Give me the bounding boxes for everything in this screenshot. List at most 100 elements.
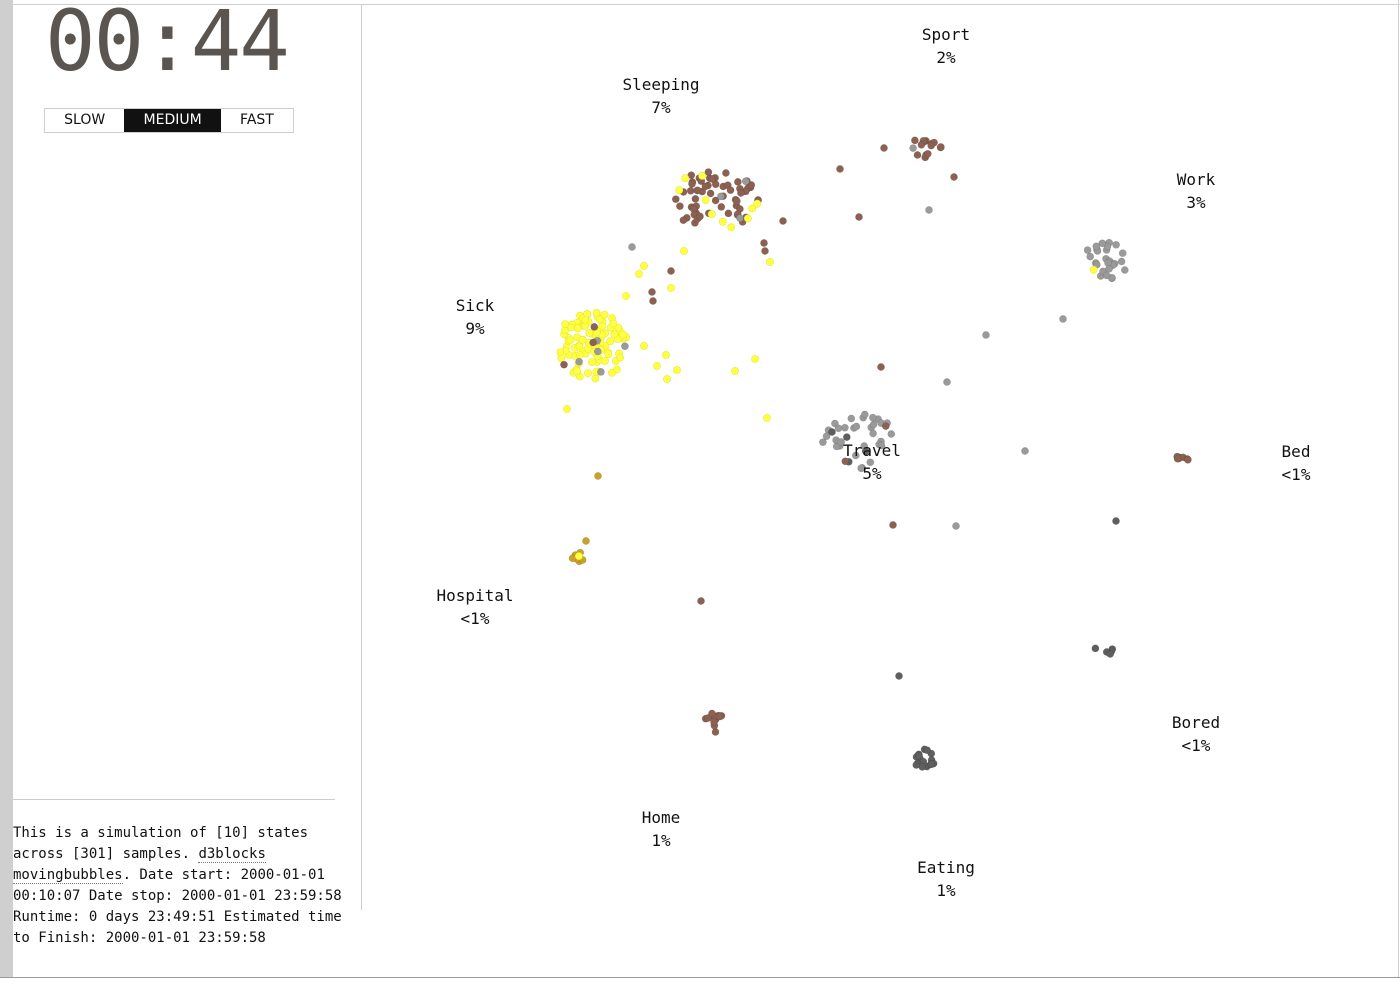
brown-bubble — [590, 322, 599, 331]
brown-bubble — [726, 186, 735, 195]
grey-bubble — [834, 424, 843, 433]
dark-bubble — [927, 760, 936, 769]
yellow-bubble — [581, 316, 590, 325]
brown-bubble — [724, 209, 733, 218]
dark-bubble — [912, 761, 921, 769]
grey-bubble — [1105, 264, 1113, 273]
state-percent: 1% — [936, 881, 956, 900]
dark-bubble — [915, 752, 923, 760]
yellow-bubble — [701, 196, 710, 204]
grey-bubble — [1098, 239, 1107, 248]
grey-bubble — [840, 423, 849, 432]
brown-bubble — [913, 151, 922, 159]
grey-bubble — [860, 410, 869, 419]
brown-bubble — [701, 182, 710, 191]
dark-bubble — [842, 433, 851, 441]
grey-bubble — [1092, 242, 1101, 251]
brown-bubble — [1173, 454, 1182, 463]
state-percent: 9% — [465, 319, 485, 338]
state-name: Eating — [917, 858, 975, 877]
state-label-sport: Sport 2% — [922, 23, 970, 69]
state-name: Travel — [843, 441, 901, 460]
speed-medium-button[interactable]: MEDIUM — [124, 109, 221, 132]
dark-bubble — [861, 447, 870, 456]
brown-bubble — [721, 169, 730, 177]
grey-bubble — [943, 378, 951, 386]
brown-bubble — [708, 709, 716, 718]
brown-bubble — [688, 179, 696, 188]
grey-bubble — [736, 214, 744, 223]
gold-bubble — [582, 537, 590, 545]
bubbles-layer — [556, 136, 1192, 771]
brown-bubble — [889, 521, 897, 529]
brown-bubble — [686, 186, 695, 195]
yellow-bubble — [614, 323, 623, 332]
yellow-bubble — [556, 348, 565, 356]
grey-bubble — [925, 206, 933, 214]
state-percent: 3% — [1186, 193, 1206, 212]
speed-slow-button[interactable]: SLOW — [45, 109, 125, 132]
brown-bubble — [923, 149, 932, 158]
yellow-bubble — [662, 351, 670, 359]
grey-bubble — [1083, 246, 1092, 254]
state-percent: <1% — [1281, 465, 1311, 484]
state-label-home: Home 1% — [642, 806, 681, 852]
grey-bubble — [818, 438, 827, 447]
yellow-bubble — [561, 320, 570, 329]
yellow-bubble — [612, 365, 621, 374]
grey-bubble — [628, 243, 636, 251]
brown-bubble — [761, 247, 769, 255]
yellow-bubble — [573, 324, 582, 333]
grey-bubble — [869, 420, 878, 429]
yellow-bubble — [640, 262, 648, 270]
grey-bubble — [877, 441, 886, 450]
state-name: Work — [1176, 170, 1216, 189]
yellow-bubble — [585, 328, 594, 337]
state-label-travel: Travel 5% — [843, 439, 901, 485]
state-name: Home — [641, 808, 681, 827]
brown-bubble — [736, 189, 745, 197]
yellow-bubble — [681, 174, 690, 183]
state-percent: 5% — [862, 464, 882, 483]
grey-bubble — [716, 192, 725, 201]
yellow-bubble — [766, 258, 774, 266]
brown-bubble — [836, 165, 844, 173]
yellow-bubble — [748, 204, 757, 213]
brown-bubble — [917, 140, 926, 149]
brown-bubble — [855, 213, 863, 221]
brown-bubble — [711, 728, 720, 736]
grey-bubble — [837, 438, 846, 446]
yellow-bubble — [727, 223, 736, 232]
brown-bubble — [841, 457, 850, 466]
yellow-bubble — [598, 322, 607, 330]
state-name: Hospital — [436, 586, 514, 605]
brown-bubble — [675, 202, 684, 211]
state-percent: <1% — [1181, 736, 1211, 755]
grey-bubble — [852, 422, 861, 431]
yellow-bubble — [573, 367, 581, 375]
brown-bubble — [706, 189, 715, 198]
brown-bubble — [733, 177, 742, 186]
yellow-bubble — [698, 171, 707, 180]
grey-bubble — [620, 342, 629, 351]
yellow-bubble — [591, 374, 600, 383]
state-name: Sleeping — [622, 75, 700, 94]
brown-bubble — [911, 136, 919, 145]
window-bottom-edge — [0, 977, 1400, 978]
dark-bubble — [828, 428, 836, 436]
yellow-bubble — [640, 342, 648, 350]
yellow-bubble — [606, 337, 615, 346]
yellow-bubble — [675, 186, 684, 194]
brown-bubble — [696, 212, 704, 221]
brown-bubble — [697, 597, 705, 605]
grey-bubble — [866, 458, 875, 467]
yellow-bubble — [663, 375, 671, 383]
brown-bubble — [732, 197, 741, 205]
brown-bubble — [708, 175, 717, 183]
brown-bubble — [716, 712, 724, 721]
state-percent: 7% — [651, 98, 671, 117]
brown-bubble — [589, 338, 597, 347]
speed-fast-button[interactable]: FAST — [220, 109, 294, 132]
d3blocks-link[interactable]: d3blocks movingbubbles — [13, 846, 266, 884]
brown-bubble — [704, 168, 713, 176]
